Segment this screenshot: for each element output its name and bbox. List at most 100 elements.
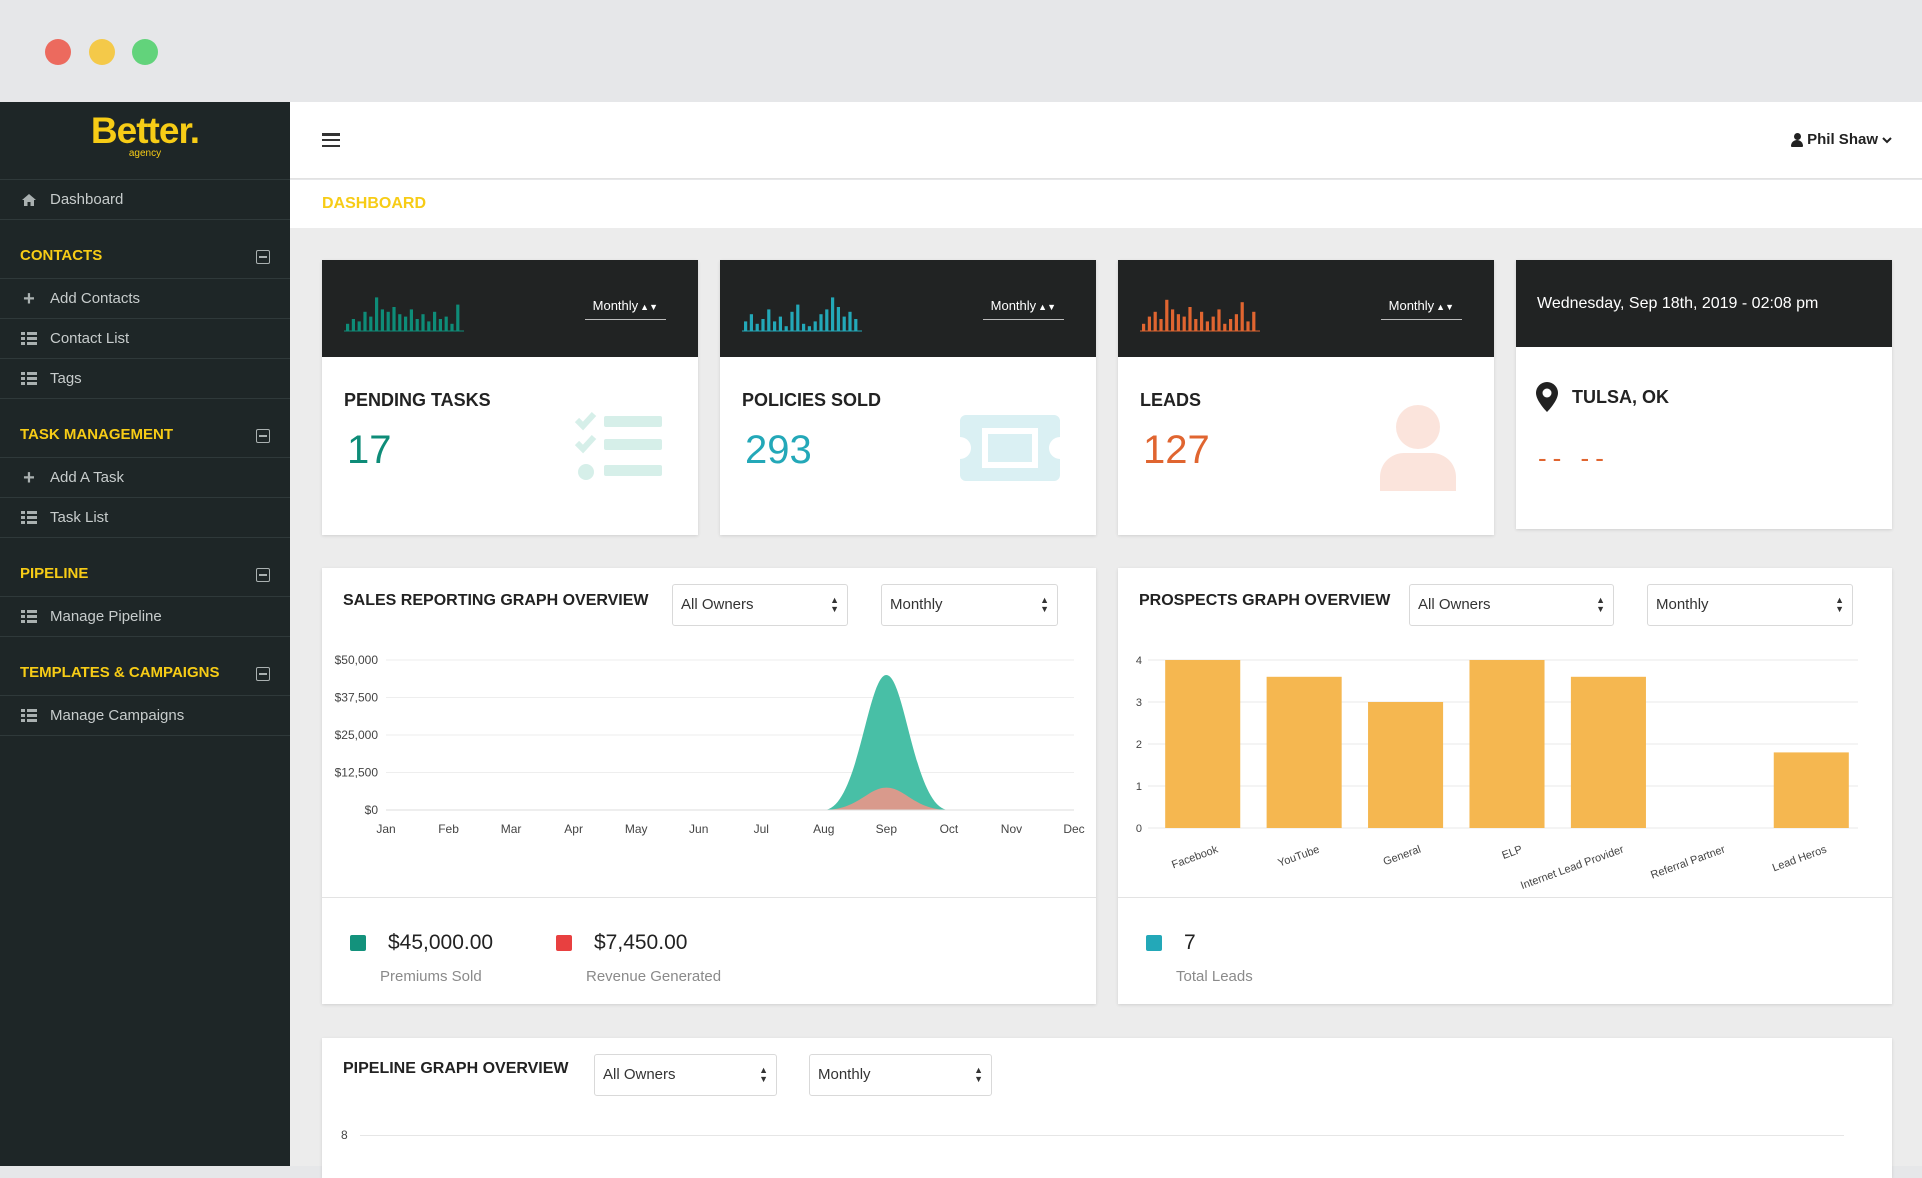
- chevron-down-icon: [1882, 136, 1892, 143]
- sidebar-section-contacts[interactable]: CONTACTS: [0, 220, 290, 279]
- sparkline-bar: [1223, 323, 1227, 331]
- owner-select[interactable]: All Owners ▲ ▼: [672, 584, 848, 626]
- collapse-icon[interactable]: [256, 568, 270, 582]
- sparkline-bar: [755, 323, 759, 331]
- person-icon: [1380, 405, 1456, 491]
- y-tick-label: $25,000: [335, 728, 379, 742]
- x-tick-label: Dec: [1063, 822, 1084, 836]
- x-tick-label: Sep: [876, 822, 898, 836]
- x-tick-label: Jan: [376, 822, 395, 836]
- y-tick-label: 2: [1136, 739, 1142, 751]
- owner-select[interactable]: All Owners ▲ ▼: [1409, 584, 1614, 626]
- period-select[interactable]: Monthly▲▼: [584, 298, 666, 320]
- stat-title: LEADS: [1140, 390, 1202, 410]
- legend-swatch: [350, 935, 366, 951]
- close-window-button[interactable]: [45, 39, 71, 65]
- list-icon: [20, 372, 38, 386]
- legend-premiums-sold: $45,000.00: [350, 931, 493, 955]
- sidebar-item-label: Tags: [50, 370, 82, 387]
- location: TULSA, OK: [1536, 382, 1669, 412]
- sidebar-item-add-contacts[interactable]: + Add Contacts: [0, 279, 290, 319]
- sparkline-bar: [456, 304, 460, 331]
- sparkline-bar: [1240, 302, 1244, 331]
- owner-select[interactable]: All Owners ▲ ▼: [594, 1054, 777, 1096]
- graph-title: PROSPECTS GRAPH OVERVIEW: [1139, 592, 1391, 609]
- datetime-location-card: Wednesday, Sep 18th, 2019 - 02:08 pm TUL…: [1516, 260, 1892, 529]
- sidebar-section-pipeline[interactable]: PIPELINE: [0, 538, 290, 597]
- user-icon: [1791, 132, 1804, 147]
- sidebar-item-tags[interactable]: Tags: [0, 359, 290, 399]
- list-icon: [20, 610, 38, 624]
- period-select[interactable]: Monthly▲▼: [1647, 584, 1853, 626]
- sparkline-bar: [392, 307, 396, 331]
- main-content: Monthly ▲▼ PENDING TASKS 17 Monthly ▲▼ POL…: [290, 228, 1922, 1178]
- sidebar-section-templates-campaigns[interactable]: TEMPLATES & CAMPAIGNS: [0, 637, 290, 696]
- sparkline-bar: [346, 323, 350, 331]
- user-menu[interactable]: Phil Shaw: [1791, 131, 1892, 148]
- period-select[interactable]: Monthly▲▼: [1380, 298, 1462, 320]
- gridline: [360, 1135, 1844, 1136]
- period-select[interactable]: Monthly▲▼: [982, 298, 1064, 320]
- sidebar-item-manage-campaigns[interactable]: Manage Campaigns: [0, 696, 290, 736]
- stat-value: 17: [347, 428, 392, 472]
- location-name: TULSA, OK: [1572, 386, 1669, 407]
- sidebar-item-manage-pipeline[interactable]: Manage Pipeline: [0, 597, 290, 637]
- sidebar-item-task-list[interactable]: Task List: [0, 498, 290, 538]
- collapse-icon[interactable]: [256, 667, 270, 681]
- sparkline-bar: [369, 316, 373, 331]
- sparkline-bar: [444, 316, 448, 331]
- x-tick-label: General: [1382, 844, 1423, 869]
- hamburger-icon[interactable]: [322, 133, 340, 147]
- sales-graph-card: SALES REPORTING GRAPH OVERVIEW All Owner…: [322, 568, 1096, 1004]
- stat-card-pending-tasks: Monthly ▲▼ PENDING TASKS 17: [322, 260, 698, 535]
- x-tick-label: Jul: [754, 822, 769, 836]
- sidebar-item-dashboard[interactable]: Dashboard: [0, 180, 290, 220]
- collapse-icon[interactable]: [256, 250, 270, 264]
- sparkline-bar: [842, 316, 846, 331]
- minimize-window-button[interactable]: [89, 39, 115, 65]
- brand-logo[interactable]: Better. agency: [0, 102, 290, 180]
- stat-card-header: Monthly ▲▼: [1118, 260, 1494, 357]
- sparkline-bar: [415, 319, 419, 331]
- area-series-1: [386, 787, 1074, 810]
- current-datetime: Wednesday, Sep 18th, 2019 - 02:08 pm: [1537, 295, 1819, 312]
- sparkline-bar: [1200, 311, 1204, 331]
- owner-select-value: All Owners: [681, 596, 754, 613]
- sidebar-section-task-management[interactable]: TASK MANAGEMENT: [0, 399, 290, 458]
- owner-select-value: All Owners: [1418, 596, 1491, 613]
- sparkline-bar: [825, 309, 829, 331]
- sparkline-bar: [848, 311, 852, 331]
- sparkline-bar: [1217, 309, 1221, 331]
- collapse-icon[interactable]: [256, 429, 270, 443]
- sparkline-bar: [778, 316, 782, 331]
- pipeline-graph-card: PIPELINE GRAPH OVERVIEW All Owners ▲ ▼ Mon…: [322, 1038, 1892, 1178]
- legend-total-leads: 7: [1146, 931, 1196, 955]
- x-tick-label: Mar: [501, 822, 522, 836]
- owner-select-value: All Owners: [603, 1066, 676, 1083]
- x-tick-label: Feb: [438, 822, 459, 836]
- graph-title: PIPELINE GRAPH OVERVIEW: [343, 1060, 569, 1077]
- sidebar-item-label: Add A Task: [50, 469, 124, 486]
- list-icon: [20, 332, 38, 346]
- sparkline-bar: [761, 319, 765, 331]
- sidebar-item-contact-list[interactable]: Contact List: [0, 319, 290, 359]
- sort-arrows-icon: ▲▼: [1436, 302, 1454, 312]
- sidebar-item-add-task[interactable]: + Add A Task: [0, 458, 290, 498]
- sparkline-bar: [404, 316, 408, 331]
- y-tick-label: 8: [341, 1128, 348, 1142]
- period-select[interactable]: Monthly▲▼: [809, 1054, 992, 1096]
- x-tick-label: Apr: [564, 822, 583, 836]
- sparkline-bar: [427, 321, 431, 331]
- sparkline-bar: [351, 319, 355, 331]
- sort-arrows-icon: ▲▼: [1596, 595, 1605, 614]
- divider: [322, 897, 1096, 898]
- list-icon: [20, 709, 38, 723]
- sidebar-item-label: Dashboard: [50, 191, 124, 208]
- x-tick-label: Jun: [689, 822, 708, 836]
- legend-revenue-generated: $7,450.00: [556, 931, 687, 955]
- sidebar-item-label: Manage Pipeline: [50, 608, 162, 625]
- maximize-window-button[interactable]: [132, 39, 158, 65]
- sparkline-bar: [1252, 311, 1256, 331]
- stat-card-header: Monthly ▲▼: [720, 260, 1096, 357]
- period-select[interactable]: Monthly▲▼: [881, 584, 1058, 626]
